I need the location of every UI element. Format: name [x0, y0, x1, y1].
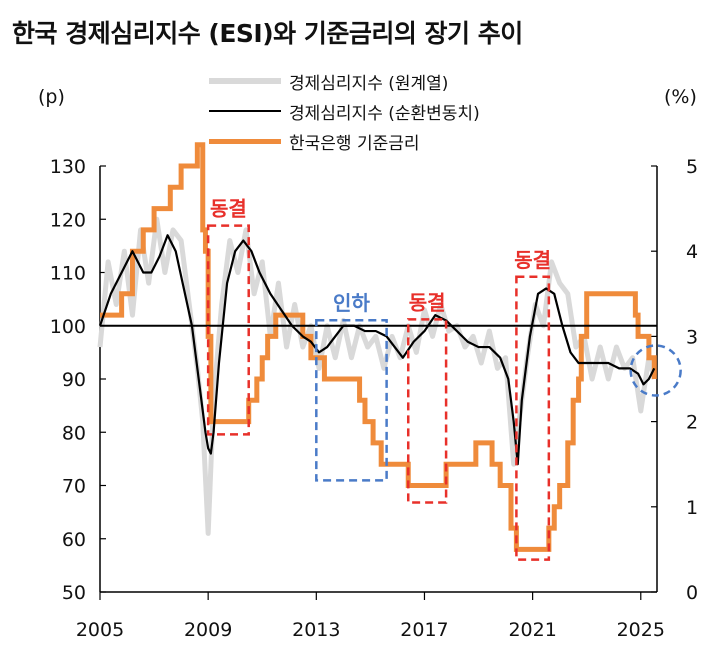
legend-label: 경제심리지수 (원계열) — [289, 73, 449, 94]
legend-item-esi-cyclical: 경제심리지수 (순환변동치) — [209, 96, 480, 126]
y-left-tick-label: 60 — [62, 529, 86, 551]
y-left-tick-label: 90 — [62, 369, 86, 391]
y-left-tick-label: 120 — [50, 209, 86, 231]
legend-item-esi-raw: 경제심리지수 (원계열) — [209, 66, 480, 96]
series-base-rate-line — [100, 142, 657, 552]
series-esi-cyclical-line — [98, 234, 656, 466]
y-left-tick-label: 100 — [50, 316, 86, 338]
x-tick-label: 2021 — [508, 619, 556, 641]
right-axis-unit: (%) — [664, 86, 697, 108]
y-right-tick-label: 4 — [686, 241, 698, 263]
annotation-label: 인하 — [333, 291, 370, 315]
x-tick-label: 2013 — [292, 619, 340, 641]
y-right-tick-label: 1 — [686, 497, 698, 519]
y-right-tick-label: 0 — [686, 582, 698, 604]
annotation-box — [406, 318, 448, 504]
left-axis-unit: (p) — [38, 86, 65, 108]
y-left-tick-label: 70 — [62, 476, 86, 498]
x-tick-label: 2005 — [76, 619, 124, 641]
legend-swatch-esi-cyclical — [209, 110, 281, 112]
annotation-box — [315, 318, 388, 482]
x-tick-label: 2025 — [617, 619, 665, 641]
y-right-tick-label: 2 — [686, 412, 698, 434]
legend-item-base-rate: 한국은행 기준금리 — [209, 126, 480, 156]
annotation-box — [206, 224, 250, 436]
legend-label: 한국은행 기준금리 — [289, 133, 420, 154]
annotation-label: 동결 — [409, 290, 446, 314]
legend-label: 경제심리지수 (순환변동치) — [289, 103, 480, 124]
legend-swatch-esi-raw — [209, 78, 281, 84]
x-tick-label: 2009 — [184, 619, 232, 641]
annotation-box — [515, 275, 551, 561]
y-left-tick-label: 80 — [62, 422, 86, 444]
legend: 경제심리지수 (원계열) 경제심리지수 (순환변동치) 한국은행 기준금리 — [209, 66, 480, 156]
chart-title: 한국 경제심리지수 (ESI)와 기준금리의 장기 추이 — [12, 19, 523, 48]
annotation-label: 동결 — [514, 248, 551, 272]
y-left-tick-label: 130 — [50, 156, 86, 178]
annotation-label: 동결 — [210, 197, 247, 221]
legend-swatch-base-rate — [209, 138, 281, 144]
y-right-tick-label: 5 — [686, 156, 698, 178]
y-left-tick-label: 110 — [50, 263, 86, 285]
y-right-tick-label: 3 — [686, 326, 698, 348]
x-tick-label: 2017 — [400, 619, 448, 641]
highlight-circle — [629, 344, 682, 397]
series-esi-raw-line — [97, 216, 657, 536]
y-left-tick-label: 50 — [62, 582, 86, 604]
